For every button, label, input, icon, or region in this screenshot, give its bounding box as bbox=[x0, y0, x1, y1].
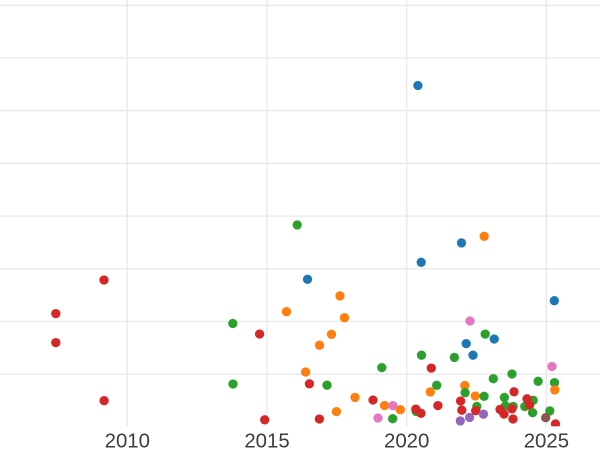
svg-text:2010: 2010 bbox=[105, 431, 150, 450]
svg-text:2020: 2020 bbox=[384, 431, 429, 450]
svg-text:2025: 2025 bbox=[524, 431, 569, 450]
svg-text:2015: 2015 bbox=[244, 431, 289, 450]
